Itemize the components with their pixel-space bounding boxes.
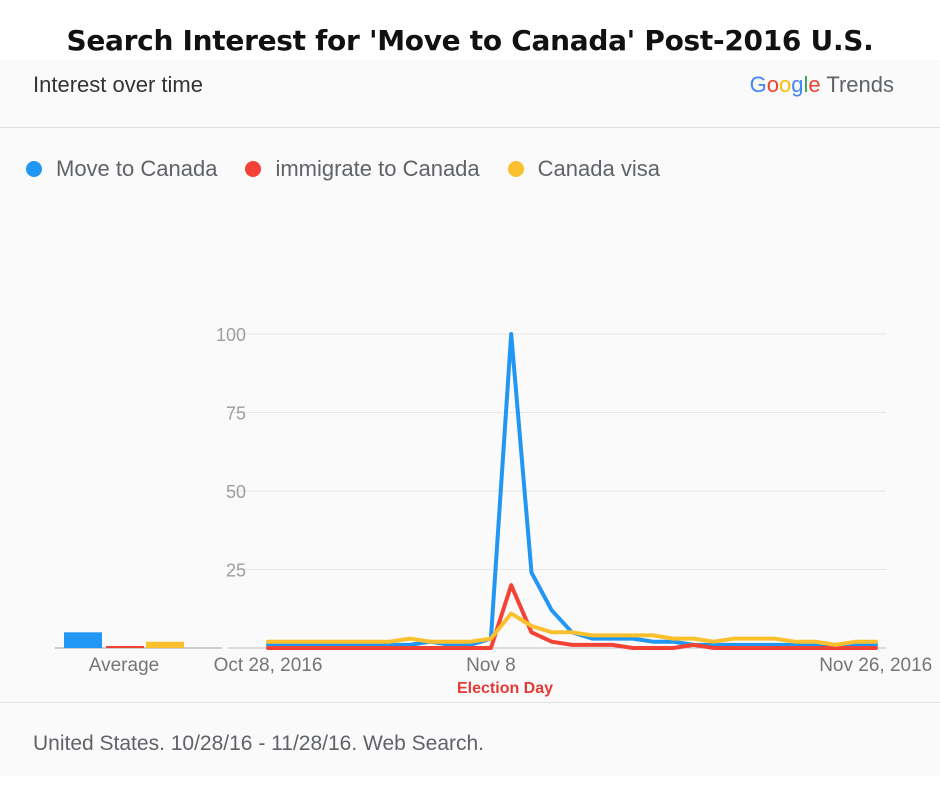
average-label: Average: [89, 655, 159, 676]
google-letter: G: [749, 72, 767, 97]
legend-dot-icon: [507, 161, 524, 177]
y-tick-label: 100: [216, 325, 246, 345]
x-tick-label: Nov 26, 2016: [819, 655, 932, 676]
legend-dot-icon: [245, 161, 262, 177]
chart-footer: United States. 10/28/16 - 11/28/16. Web …: [33, 732, 485, 755]
election-day-annotation: Election Day: [457, 680, 554, 697]
series-line: [266, 583, 878, 650]
chart-legend: Move to Canada immigrate to Canada Canada …: [26, 156, 660, 182]
google-trends-logo: Google Trends: [750, 72, 894, 98]
y-tick-label: 25: [226, 561, 246, 581]
average-bar: [146, 641, 184, 648]
y-tick-label: 50: [226, 482, 246, 502]
google-letter: e: [808, 72, 821, 97]
average-bar: [64, 632, 102, 648]
chart-header: Interest over time: [33, 72, 203, 97]
legend-item: Move to Canada: [26, 156, 217, 182]
trends-wordmark: Trends: [826, 72, 894, 97]
average-bar: [106, 646, 144, 648]
legend-label: Canada visa: [537, 156, 660, 181]
x-tick-label: Nov 8: [466, 655, 516, 676]
google-letter: l: [803, 72, 809, 97]
footer-divider: [0, 702, 940, 703]
x-tick-label: Oct 28, 2016: [214, 655, 323, 676]
header-divider: [0, 127, 940, 128]
google-letter: o: [778, 72, 792, 97]
trends-card: [0, 60, 940, 776]
google-letter: o: [766, 72, 779, 97]
legend-label: immigrate to Canada: [275, 156, 480, 181]
google-wordmark: Google: [750, 72, 821, 97]
legend-label: Move to Canada: [56, 156, 218, 181]
series-line: [266, 611, 878, 647]
legend-item: immigrate to Canada: [245, 156, 480, 182]
y-tick-label: 75: [226, 404, 246, 424]
legend-item: Canada visa: [507, 156, 660, 182]
legend-dot-icon: [26, 161, 42, 177]
series-line: [266, 332, 878, 647]
google-letter: g: [791, 72, 804, 97]
